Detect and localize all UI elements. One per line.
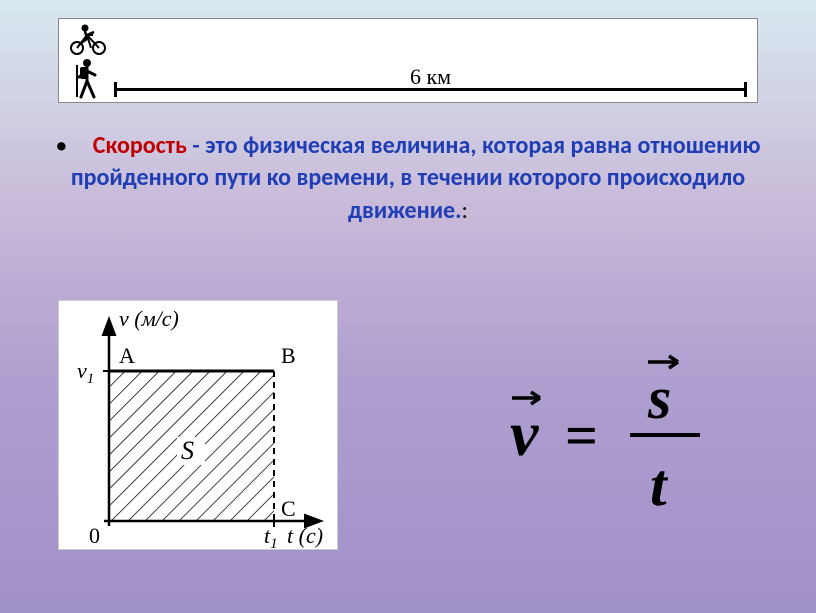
x-axis-label: t (с) bbox=[287, 523, 323, 548]
point-a-label: A bbox=[119, 343, 135, 368]
formula-num: s bbox=[647, 365, 671, 431]
point-b-label: B bbox=[281, 343, 296, 368]
y-axis-label: v (м/с) bbox=[119, 306, 179, 331]
svg-text:=: = bbox=[565, 403, 598, 468]
v1-label: v1 bbox=[77, 358, 94, 387]
cyclist-icon bbox=[67, 23, 109, 60]
point-c-label: C bbox=[281, 496, 296, 521]
distance-line: 6 км bbox=[114, 64, 747, 92]
formula-den: t bbox=[650, 452, 669, 518]
bullet: • bbox=[55, 131, 67, 160]
distance-diagram: 6 км bbox=[58, 18, 758, 103]
origin-label: 0 bbox=[89, 523, 100, 548]
velocity-formula: v = s t bbox=[500, 340, 760, 530]
formula-lhs: v bbox=[510, 398, 539, 469]
t1-label: t1 bbox=[264, 523, 278, 551]
trail-colon: : bbox=[462, 196, 468, 225]
hiker-icon bbox=[67, 57, 105, 104]
definition-text: • Скорость - это физическая величина, ко… bbox=[50, 130, 766, 227]
distance-label: 6 км bbox=[114, 64, 747, 90]
velocity-time-graph: v (м/с) t (с) A B C 0 v1 t1 S bbox=[58, 300, 338, 550]
area-label: S bbox=[181, 436, 194, 465]
term-word: Скорость bbox=[93, 131, 187, 160]
